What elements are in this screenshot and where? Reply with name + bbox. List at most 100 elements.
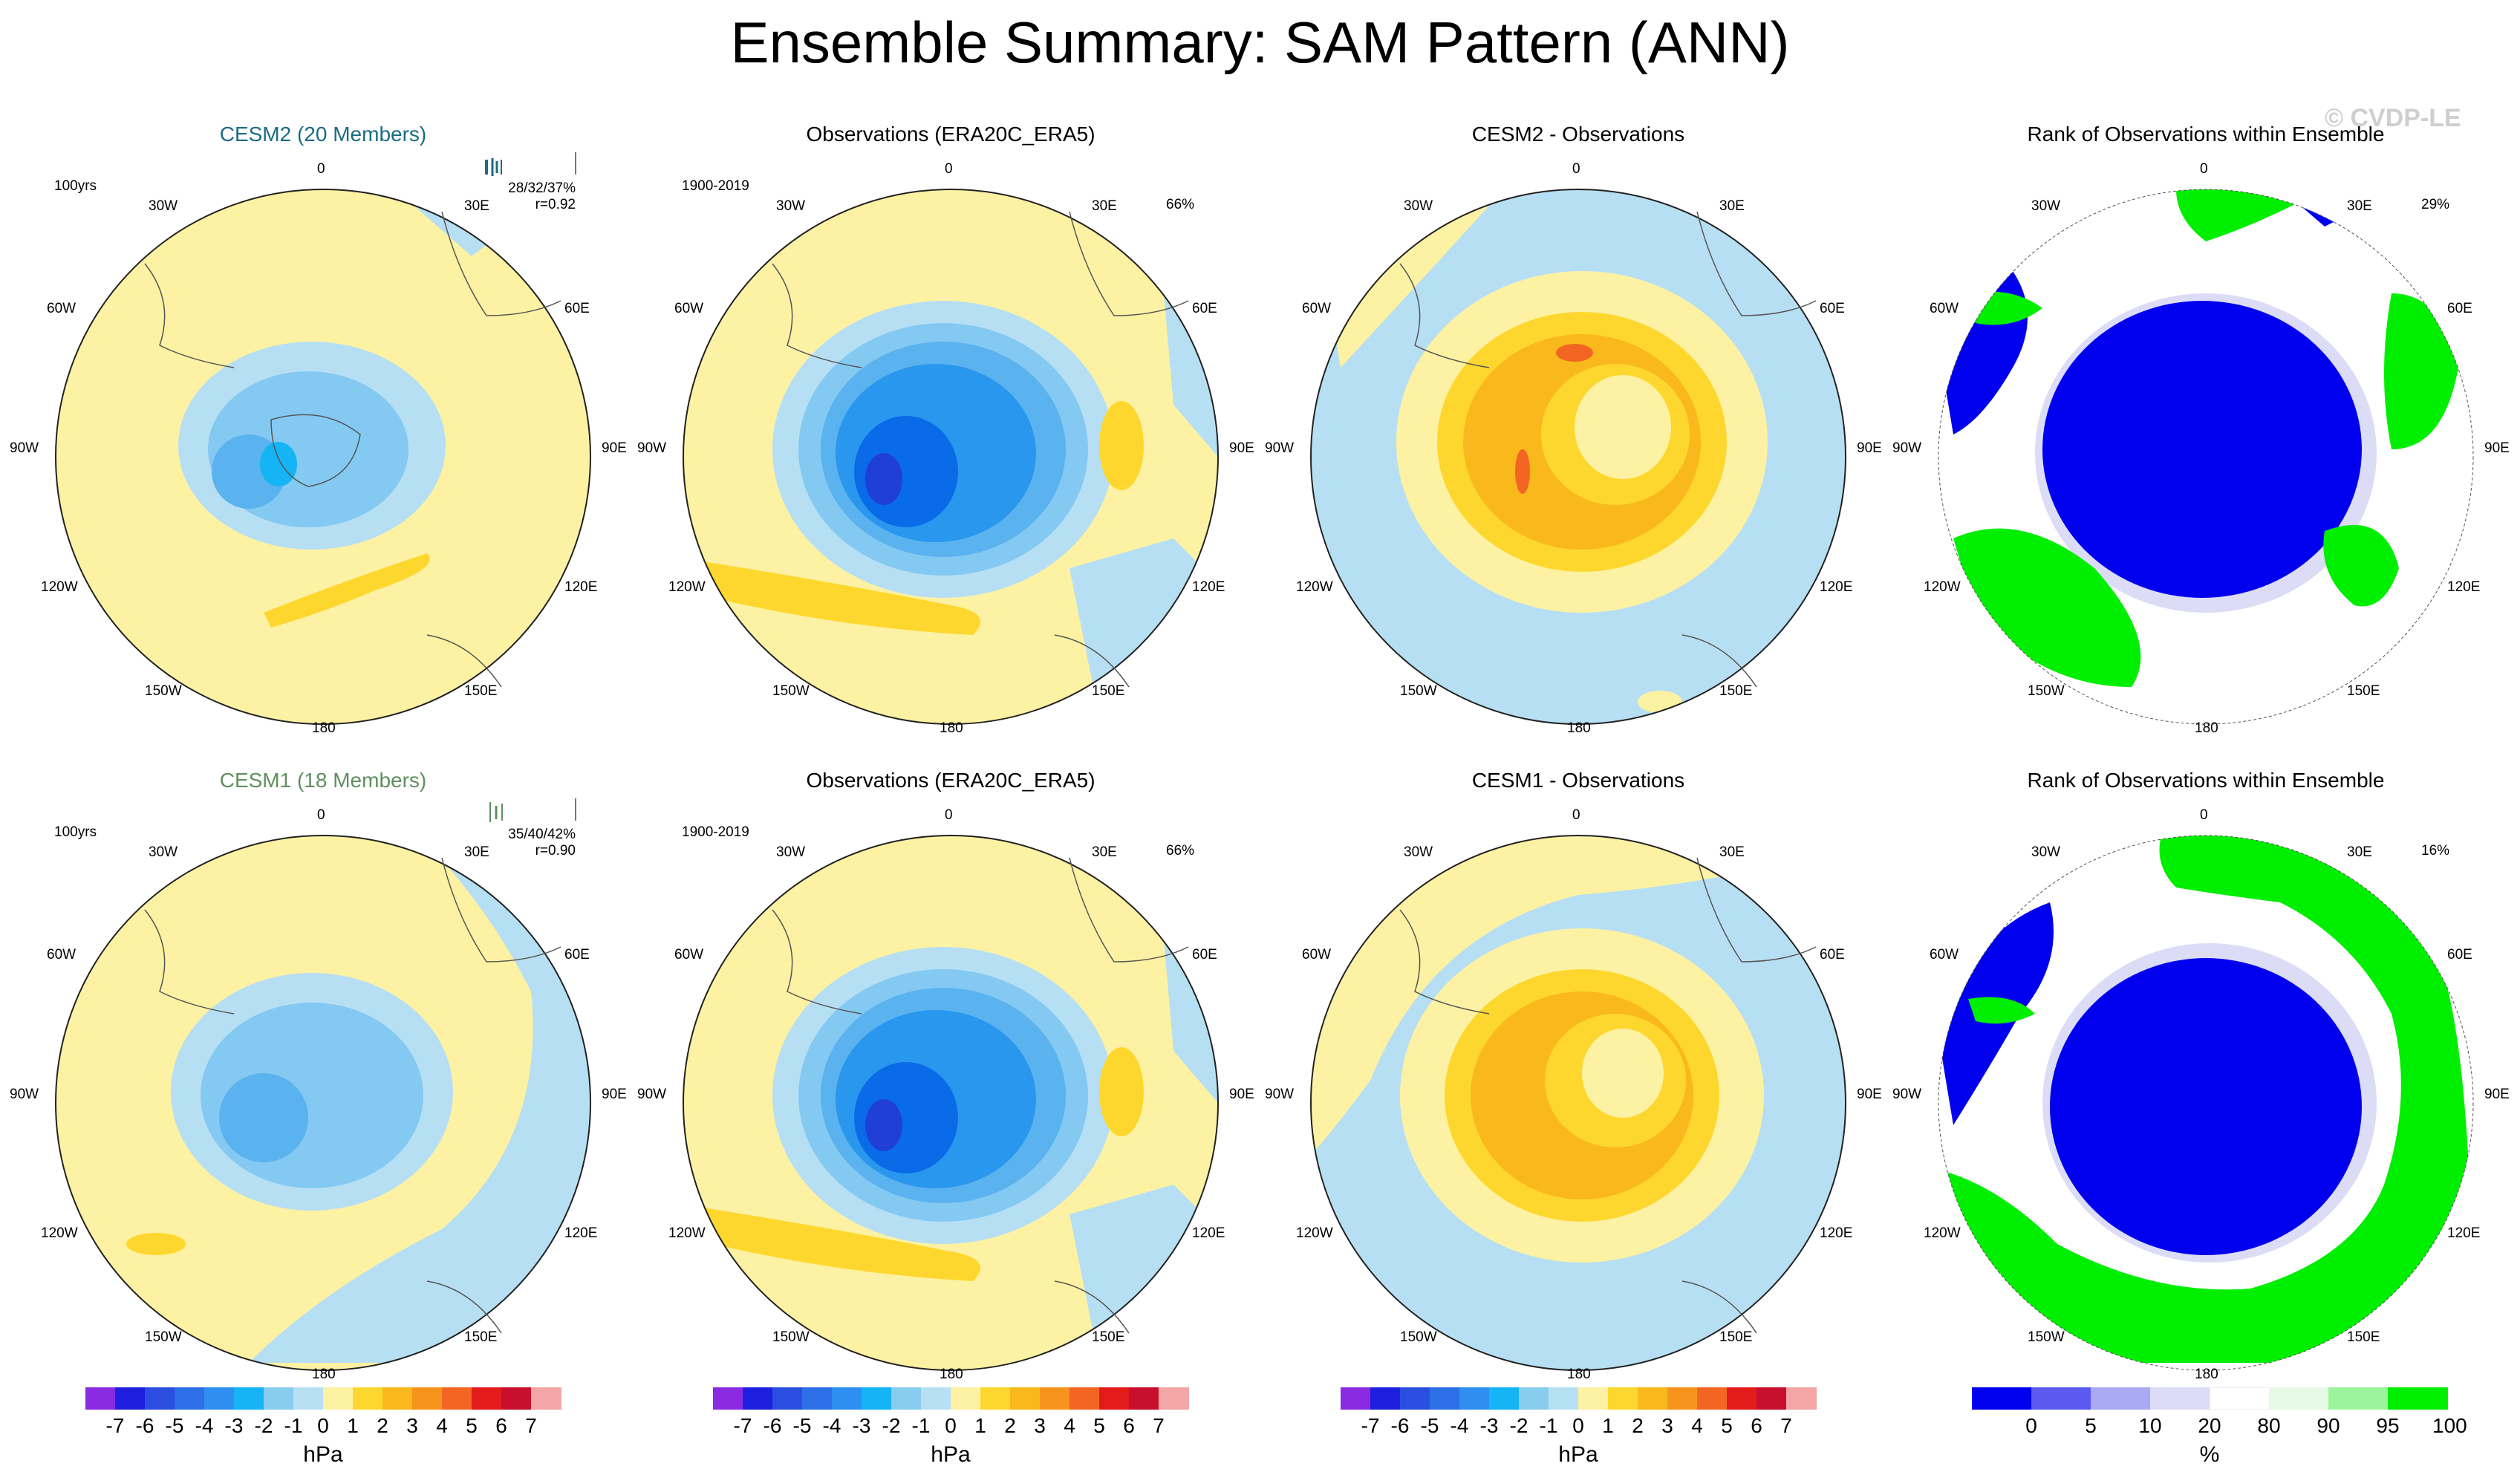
colorbar-tick-label: 4	[1691, 1414, 1703, 1437]
lon-label: 150W	[145, 683, 182, 699]
lon-label: 0	[945, 161, 953, 177]
panel-title: CESM1 (18 Members)	[219, 769, 427, 792]
colorbar-tick-label: 7	[1780, 1414, 1792, 1437]
colorbar-tick-label: 95	[2376, 1414, 2400, 1437]
colorbar-tick-label: 5	[2085, 1414, 2097, 1437]
lon-label: 30E	[1719, 198, 1745, 214]
lon-label: 120E	[1192, 579, 1225, 595]
colorbar-tick-label: -5	[792, 1414, 812, 1437]
colorbar-bin	[743, 1387, 773, 1410]
colorbar-bin	[2150, 1387, 2210, 1410]
lon-label: 60E	[1192, 947, 1217, 963]
colorbar-tick-label: 0	[1572, 1414, 1584, 1437]
lon-label: 30W	[776, 198, 806, 214]
colorbar-tick-label: 90	[2316, 1414, 2340, 1437]
lon-label: 60W	[1930, 301, 1959, 316]
colorbar-bin	[713, 1387, 743, 1410]
lon-label: 150W	[2028, 1329, 2065, 1345]
colorbar-bin	[772, 1387, 803, 1410]
colorbar-tick-label: -1	[284, 1414, 303, 1437]
colorbar-tick-label: 3	[406, 1414, 418, 1437]
colorbar-tick-label: -7	[1361, 1414, 1380, 1437]
lon-label: 120E	[564, 579, 598, 595]
period-label: 1900-2019	[682, 824, 749, 840]
lon-label: 180	[312, 1367, 336, 1382]
colorbar-bin	[145, 1387, 175, 1410]
colorbar-tick-label: 5	[466, 1414, 478, 1437]
lon-label: 30W	[2031, 844, 2061, 860]
colorbar-bin	[951, 1387, 981, 1410]
lon-label: 150W	[145, 1329, 182, 1345]
colorbar-tick-label: -6	[1390, 1414, 1410, 1437]
colorbar-tick-label: -2	[1509, 1414, 1528, 1437]
colorbar-bin	[531, 1387, 561, 1410]
lon-label: 150E	[464, 1329, 498, 1345]
spread-glyph	[485, 152, 576, 176]
lon-label: 120E	[564, 1225, 598, 1241]
lon-label: 120E	[1820, 579, 1853, 595]
lon-label: 60E	[564, 947, 590, 963]
colorbar-bin	[442, 1387, 472, 1410]
colorbar-tick-label: 0	[2025, 1414, 2037, 1437]
lon-label: 150E	[1719, 683, 1753, 699]
colorbar-bin	[1549, 1387, 1579, 1410]
lon-label: 180	[1567, 1367, 1591, 1382]
colorbar-bin	[323, 1387, 354, 1410]
lon-label: 60E	[1820, 947, 1845, 963]
lon-label: 90E	[1229, 1087, 1254, 1102]
panel-title: CESM2 - Observations	[1471, 123, 1685, 146]
colorbar-tick-label: 2	[377, 1414, 388, 1437]
lon-label: 90W	[1265, 440, 1295, 456]
panel-rank-1: Rank of Observations within Ensemble 29%…	[1892, 123, 2510, 769]
colorbar-tick-label: 20	[2198, 1414, 2221, 1437]
lon-label: 30W	[1404, 198, 1433, 214]
colorbar-bin	[2031, 1387, 2091, 1410]
colorbar-bin	[1129, 1387, 1159, 1410]
lon-label: 90W	[637, 1087, 667, 1102]
map-difference	[1310, 835, 1846, 1371]
lon-label: 30E	[2347, 844, 2372, 860]
lon-label: 30E	[1092, 198, 1117, 214]
lon-label: 120E	[2447, 1225, 2481, 1241]
colorbar-bin	[1459, 1387, 1490, 1410]
lon-label: 180	[940, 720, 963, 736]
lon-label: 30W	[1404, 844, 1433, 860]
colorbar-tick-label: -7	[733, 1414, 752, 1437]
colorbar-hpa-3: -7 -6 -5 -4 -3 -2 -1 0 1 2 3 4 5 6 7 hPa	[1341, 1387, 1817, 1469]
lon-label: 60W	[47, 301, 76, 316]
colorbar-tick-label: 0	[317, 1414, 329, 1437]
lon-label: 120W	[668, 1225, 706, 1241]
colorbar-bin	[1341, 1387, 1371, 1410]
lon-label: 150W	[1400, 683, 1437, 699]
lon-label: 90W	[637, 440, 667, 456]
lon-label: 30W	[149, 198, 178, 214]
lon-label: 60E	[2447, 947, 2472, 963]
lon-label: 30W	[149, 844, 178, 860]
colorbar-tick-label: 7	[525, 1414, 537, 1437]
colorbar-tick-label: -6	[135, 1414, 154, 1437]
colorbar-tick-label: 1	[1602, 1414, 1614, 1437]
lon-label: 30E	[1719, 844, 1745, 860]
colorbar-bin	[1400, 1387, 1430, 1410]
lon-label: 30W	[776, 844, 806, 860]
lon-label: 60W	[674, 301, 704, 316]
lon-label: 0	[2200, 807, 2208, 823]
colorbar-tick-label: 5	[1721, 1414, 1733, 1437]
colorbar-bin	[264, 1387, 294, 1410]
panel-title: Observations (ERA20C_ERA5)	[806, 123, 1095, 146]
colorbar-bin	[412, 1387, 443, 1410]
colorbar-bin	[1756, 1387, 1787, 1410]
colorbar-tick-label: 2	[1632, 1414, 1644, 1437]
colorbar-tick-label: -3	[852, 1414, 871, 1437]
colorbar-bin	[832, 1387, 862, 1410]
lon-label: 90E	[2484, 1087, 2510, 1102]
lon-label: 150W	[1400, 1329, 1437, 1345]
lon-label: 120W	[1924, 1225, 1961, 1241]
rank-percent-label: 16%	[2421, 843, 2450, 859]
panel-title: Rank of Observations within Ensemble	[2027, 123, 2385, 146]
lon-label: 0	[317, 161, 325, 177]
colorbar-tick-label: -6	[763, 1414, 782, 1437]
colorbar-tick-label: 10	[2138, 1414, 2162, 1437]
colorbar-bin	[353, 1387, 383, 1410]
lon-label: 0	[945, 807, 953, 823]
